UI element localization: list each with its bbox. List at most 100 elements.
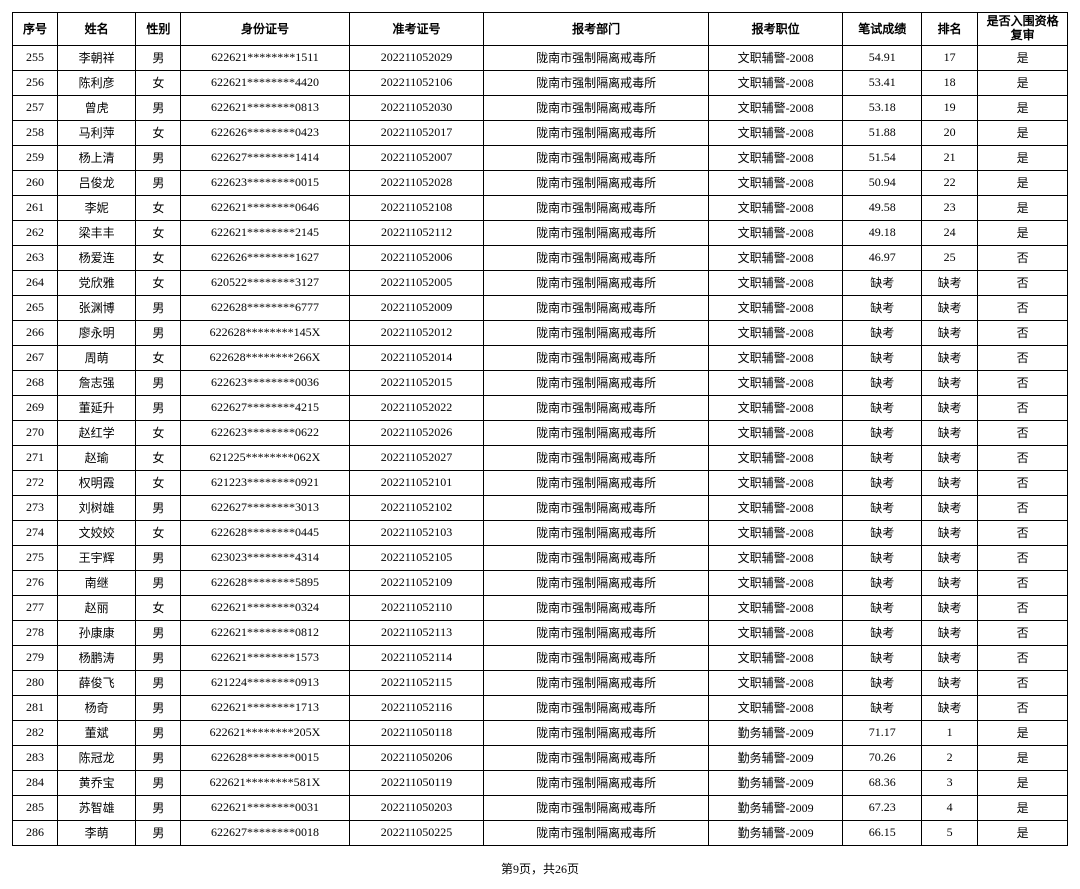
cell-name: 吕俊龙 bbox=[57, 170, 136, 195]
cell-name: 董斌 bbox=[57, 720, 136, 745]
cell-id: 622627********0018 bbox=[181, 820, 349, 845]
cell-pos: 文职辅警-2008 bbox=[708, 545, 843, 570]
cell-seq: 285 bbox=[13, 795, 58, 820]
header-pass: 是否入围资格复审 bbox=[978, 13, 1068, 46]
cell-dept: 陇南市强制隔离戒毒所 bbox=[484, 320, 708, 345]
cell-sex: 女 bbox=[136, 345, 181, 370]
table-row: 286李萌男622627********0018202211050225陇南市强… bbox=[13, 820, 1068, 845]
cell-pos: 文职辅警-2008 bbox=[708, 645, 843, 670]
cell-seq: 258 bbox=[13, 120, 58, 145]
cell-sex: 男 bbox=[136, 320, 181, 345]
cell-pos: 勤务辅警-2009 bbox=[708, 720, 843, 745]
cell-pass: 否 bbox=[978, 295, 1068, 320]
cell-sex: 男 bbox=[136, 170, 181, 195]
cell-exam: 202211052105 bbox=[349, 545, 484, 570]
table-row: 264党欣雅女620522********3127202211052005陇南市… bbox=[13, 270, 1068, 295]
cell-seq: 278 bbox=[13, 620, 58, 645]
cell-dept: 陇南市强制隔离戒毒所 bbox=[484, 170, 708, 195]
cell-name: 杨奇 bbox=[57, 695, 136, 720]
cell-exam: 202211052009 bbox=[349, 295, 484, 320]
cell-dept: 陇南市强制隔离戒毒所 bbox=[484, 795, 708, 820]
cell-pass: 否 bbox=[978, 420, 1068, 445]
table-row: 268詹志强男622623********0036202211052015陇南市… bbox=[13, 370, 1068, 395]
cell-rank: 24 bbox=[922, 220, 978, 245]
table-row: 272权明霞女621223********0921202211052101陇南市… bbox=[13, 470, 1068, 495]
table-row: 259杨上清男622627********1414202211052007陇南市… bbox=[13, 145, 1068, 170]
cell-rank: 缺考 bbox=[922, 545, 978, 570]
header-seq: 序号 bbox=[13, 13, 58, 46]
cell-pass: 是 bbox=[978, 120, 1068, 145]
cell-rank: 22 bbox=[922, 170, 978, 195]
cell-id: 621225********062X bbox=[181, 445, 349, 470]
cell-pass: 否 bbox=[978, 245, 1068, 270]
cell-id: 622628********0015 bbox=[181, 745, 349, 770]
cell-sex: 男 bbox=[136, 570, 181, 595]
cell-exam: 202211052015 bbox=[349, 370, 484, 395]
cell-score: 53.41 bbox=[843, 70, 922, 95]
cell-sex: 男 bbox=[136, 695, 181, 720]
cell-score: 70.26 bbox=[843, 745, 922, 770]
cell-rank: 5 bbox=[922, 820, 978, 845]
cell-name: 李朝祥 bbox=[57, 45, 136, 70]
cell-rank: 1 bbox=[922, 720, 978, 745]
cell-id: 622621********0031 bbox=[181, 795, 349, 820]
cell-pos: 文职辅警-2008 bbox=[708, 345, 843, 370]
cell-pos: 文职辅警-2008 bbox=[708, 70, 843, 95]
cell-dept: 陇南市强制隔离戒毒所 bbox=[484, 145, 708, 170]
cell-pos: 勤务辅警-2009 bbox=[708, 820, 843, 845]
cell-pass: 是 bbox=[978, 220, 1068, 245]
cell-name: 杨上清 bbox=[57, 145, 136, 170]
cell-exam: 202211052114 bbox=[349, 645, 484, 670]
exam-results-table: 序号 姓名 性别 身份证号 准考证号 报考部门 报考职位 笔试成绩 排名 是否入… bbox=[12, 12, 1068, 846]
cell-score: 50.94 bbox=[843, 170, 922, 195]
table-body: 255李朝祥男622621********1511202211052029陇南市… bbox=[13, 45, 1068, 845]
table-row: 275王宇辉男623023********4314202211052105陇南市… bbox=[13, 545, 1068, 570]
cell-sex: 女 bbox=[136, 445, 181, 470]
cell-pos: 文职辅警-2008 bbox=[708, 670, 843, 695]
cell-seq: 262 bbox=[13, 220, 58, 245]
cell-name: 曾虎 bbox=[57, 95, 136, 120]
cell-dept: 陇南市强制隔离戒毒所 bbox=[484, 45, 708, 70]
cell-score: 46.97 bbox=[843, 245, 922, 270]
cell-pos: 勤务辅警-2009 bbox=[708, 795, 843, 820]
cell-name: 梁丰丰 bbox=[57, 220, 136, 245]
cell-rank: 缺考 bbox=[922, 270, 978, 295]
cell-seq: 260 bbox=[13, 170, 58, 195]
cell-rank: 4 bbox=[922, 795, 978, 820]
cell-pos: 文职辅警-2008 bbox=[708, 495, 843, 520]
table-header-row: 序号 姓名 性别 身份证号 准考证号 报考部门 报考职位 笔试成绩 排名 是否入… bbox=[13, 13, 1068, 46]
cell-pos: 文职辅警-2008 bbox=[708, 270, 843, 295]
table-row: 260吕俊龙男622623********0015202211052028陇南市… bbox=[13, 170, 1068, 195]
table-row: 284黄乔宝男622621********581X202211050119陇南市… bbox=[13, 770, 1068, 795]
cell-dept: 陇南市强制隔离戒毒所 bbox=[484, 670, 708, 695]
cell-exam: 202211052007 bbox=[349, 145, 484, 170]
cell-dept: 陇南市强制隔离戒毒所 bbox=[484, 595, 708, 620]
cell-id: 622626********1627 bbox=[181, 245, 349, 270]
cell-exam: 202211052106 bbox=[349, 70, 484, 95]
cell-pass: 否 bbox=[978, 270, 1068, 295]
cell-exam: 202211050206 bbox=[349, 745, 484, 770]
cell-pos: 文职辅警-2008 bbox=[708, 45, 843, 70]
cell-sex: 男 bbox=[136, 545, 181, 570]
cell-score: 缺考 bbox=[843, 645, 922, 670]
cell-dept: 陇南市强制隔离戒毒所 bbox=[484, 820, 708, 845]
cell-seq: 271 bbox=[13, 445, 58, 470]
cell-dept: 陇南市强制隔离戒毒所 bbox=[484, 195, 708, 220]
cell-name: 廖永明 bbox=[57, 320, 136, 345]
table-row: 282董斌男622621********205X202211050118陇南市强… bbox=[13, 720, 1068, 745]
cell-exam: 202211052109 bbox=[349, 570, 484, 595]
cell-sex: 女 bbox=[136, 195, 181, 220]
table-row: 262梁丰丰女622621********2145202211052112陇南市… bbox=[13, 220, 1068, 245]
cell-pass: 是 bbox=[978, 95, 1068, 120]
cell-seq: 274 bbox=[13, 520, 58, 545]
cell-pos: 文职辅警-2008 bbox=[708, 570, 843, 595]
cell-exam: 202211052103 bbox=[349, 520, 484, 545]
cell-name: 赵红学 bbox=[57, 420, 136, 445]
cell-score: 71.17 bbox=[843, 720, 922, 745]
header-id: 身份证号 bbox=[181, 13, 349, 46]
cell-seq: 273 bbox=[13, 495, 58, 520]
cell-seq: 276 bbox=[13, 570, 58, 595]
cell-name: 薛俊飞 bbox=[57, 670, 136, 695]
cell-id: 622621********205X bbox=[181, 720, 349, 745]
cell-pos: 文职辅警-2008 bbox=[708, 695, 843, 720]
